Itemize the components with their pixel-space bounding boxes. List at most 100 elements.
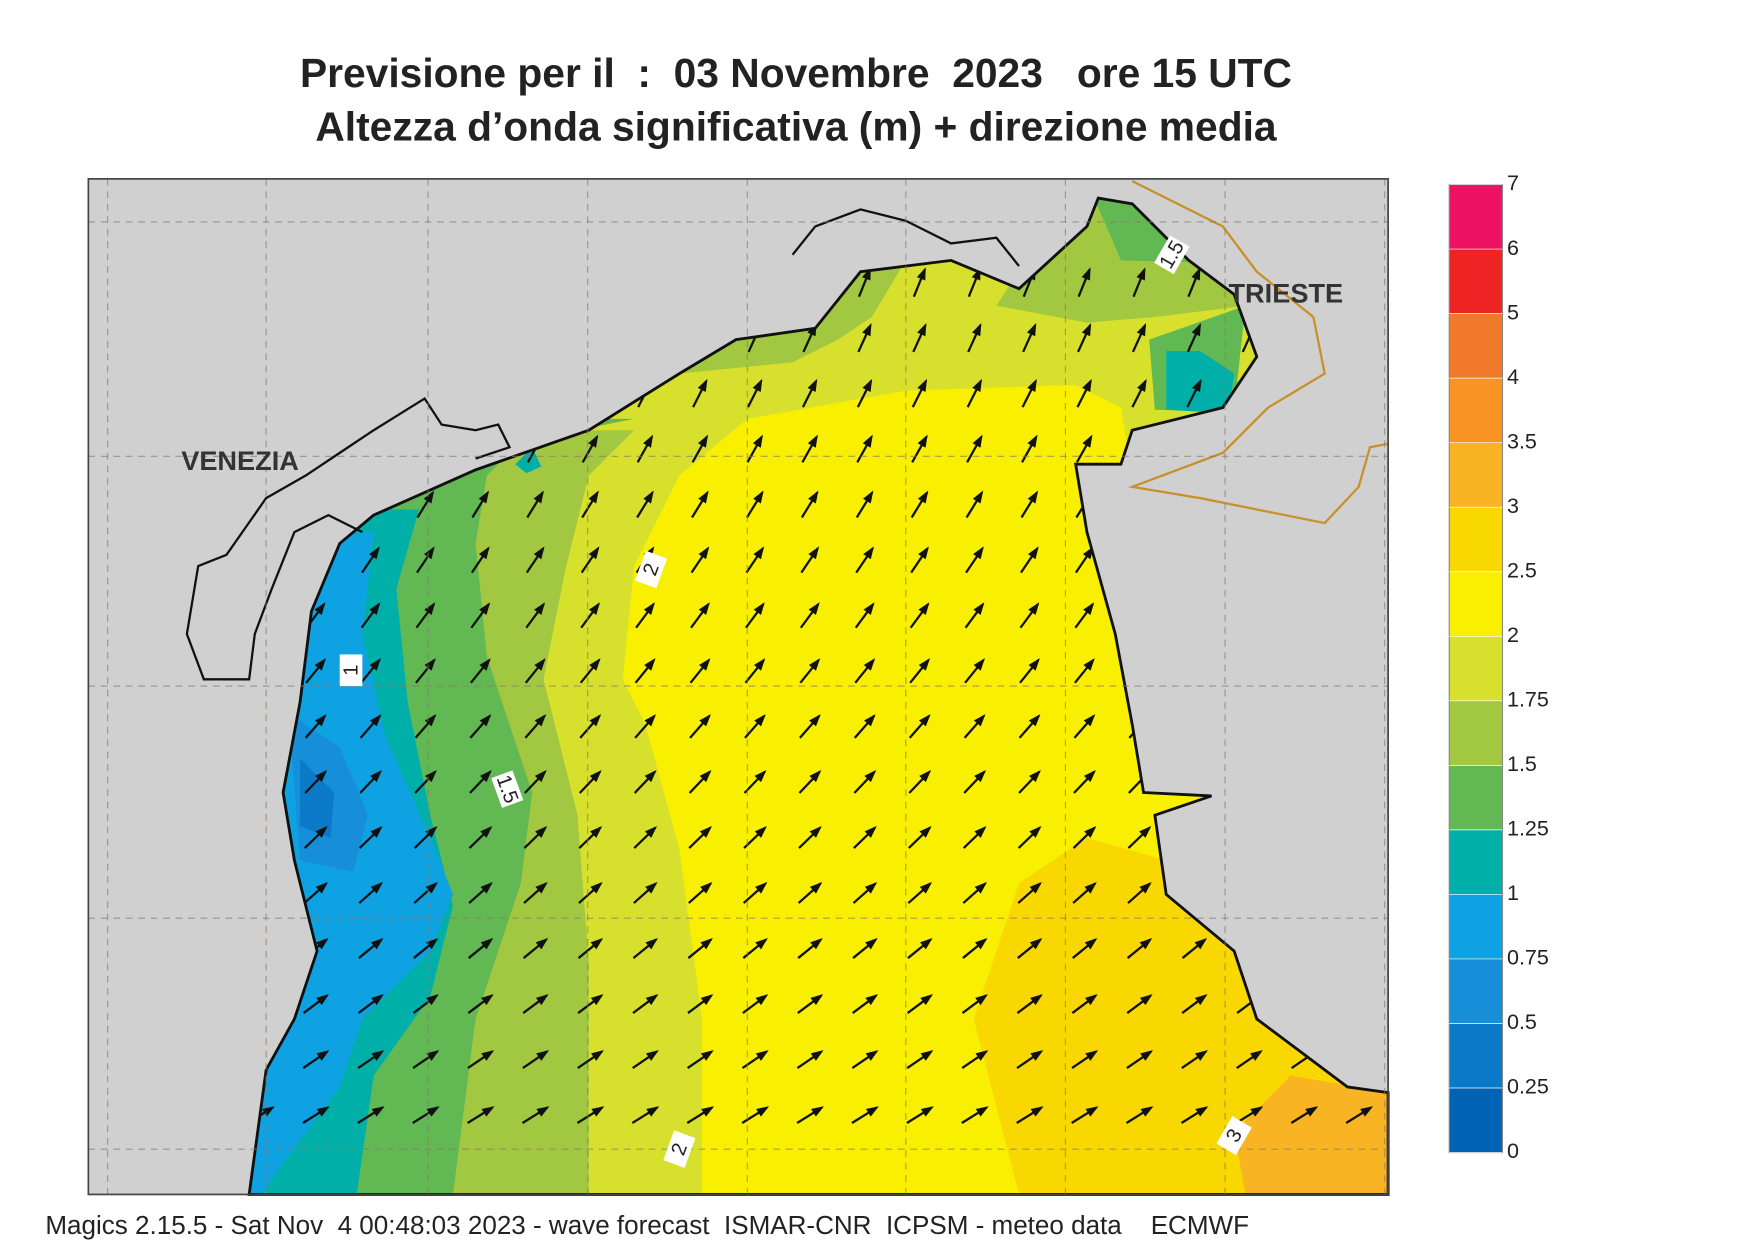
arrow-head xyxy=(753,602,765,615)
arrow-head xyxy=(371,1050,385,1061)
arrow-head xyxy=(752,434,763,448)
arrow-head xyxy=(315,770,328,783)
arrow-head xyxy=(480,826,493,838)
arrow-head xyxy=(644,658,656,671)
arrow-head xyxy=(975,1106,989,1117)
arrow-head xyxy=(1139,826,1152,838)
arrow-head xyxy=(807,378,818,392)
arrow-head xyxy=(644,826,658,838)
arrow-head xyxy=(588,546,600,560)
colorbar-segment xyxy=(1449,700,1503,766)
arrow-head xyxy=(316,938,329,950)
arrow-head xyxy=(1027,546,1039,560)
arrow-head xyxy=(643,434,654,448)
arrow-head xyxy=(370,770,383,783)
arrow-head xyxy=(1030,1106,1044,1117)
colorbar-segment xyxy=(1449,958,1503,1024)
arrow-head xyxy=(370,938,384,950)
colorbar-tick-label: 0.5 xyxy=(1507,1010,1537,1034)
arrow-head xyxy=(1085,1106,1099,1117)
arrow-head xyxy=(646,1050,659,1061)
colorbar-tick-label: 6 xyxy=(1507,236,1519,260)
border xyxy=(1127,180,1389,525)
arrow-head xyxy=(807,434,818,448)
arrow-head xyxy=(481,994,494,1006)
arrow-head xyxy=(863,602,875,615)
arrow-head xyxy=(698,546,710,560)
arrow-head xyxy=(1029,826,1042,838)
colorbar-tick-label: 0 xyxy=(1507,1139,1519,1163)
label-box xyxy=(663,1130,696,1168)
arrow-head xyxy=(424,658,436,671)
arrow-head xyxy=(643,602,655,615)
arrow-head xyxy=(700,994,714,1006)
colorbar-tick-label: 5 xyxy=(1507,300,1519,324)
arrow-head xyxy=(369,714,382,727)
arrow-head xyxy=(699,714,711,727)
colorbar-tick-label: 7 xyxy=(1507,171,1519,195)
arrow-head xyxy=(754,714,766,727)
arrow-head xyxy=(1136,323,1147,337)
arrow-head xyxy=(700,1050,714,1061)
arrow-head xyxy=(645,938,659,950)
arrow-head xyxy=(862,434,873,448)
arrow-head xyxy=(535,826,548,838)
arrow-head xyxy=(920,938,933,950)
arrow-head xyxy=(1082,378,1092,392)
arrow-head xyxy=(918,658,931,671)
arrow-head xyxy=(426,1050,440,1061)
arrow-head xyxy=(479,602,491,615)
arrow-head xyxy=(1250,1106,1264,1117)
arrow-head xyxy=(316,994,329,1006)
arrow-head xyxy=(425,938,439,950)
arrow-head xyxy=(808,490,819,504)
arrow-head xyxy=(918,714,931,727)
arrow-head xyxy=(589,770,602,783)
arrow-head xyxy=(314,602,326,615)
arrow-head xyxy=(809,770,822,783)
graticule xyxy=(88,178,1389,1195)
arrow-head xyxy=(700,882,713,894)
arrow-head xyxy=(917,434,928,448)
arrow-head xyxy=(918,602,930,615)
arrow-head xyxy=(314,658,327,671)
arrow-head xyxy=(1139,938,1153,950)
arrow-head xyxy=(1139,882,1152,894)
arrow-head xyxy=(478,546,490,560)
arrow-head xyxy=(755,1050,769,1061)
arrow-head xyxy=(863,658,876,671)
arrow-head xyxy=(920,1050,934,1061)
colorbar-tick-label: 3.5 xyxy=(1507,429,1537,453)
colorbar-segment xyxy=(1449,184,1503,250)
arrow-head xyxy=(535,938,549,950)
arrow-head xyxy=(426,1106,440,1117)
colorbar-segment xyxy=(1449,313,1503,379)
arrow-head xyxy=(974,770,987,783)
map-frame xyxy=(87,178,1389,1196)
arrow-head xyxy=(699,770,712,783)
arrow-head xyxy=(863,546,874,560)
arrow-head xyxy=(533,546,545,560)
arrow-head xyxy=(646,1106,660,1117)
band xyxy=(300,758,335,838)
arrow-head xyxy=(973,546,984,560)
arrow-head xyxy=(699,658,711,671)
arrow-head xyxy=(920,1106,934,1117)
arrow-head xyxy=(479,658,491,671)
arrow-head xyxy=(1081,267,1091,281)
arrow-head xyxy=(975,1050,989,1061)
arrow-head xyxy=(1085,1050,1099,1061)
arrow-head xyxy=(1030,1050,1044,1061)
arrow-head xyxy=(1083,714,1096,727)
arrow-head xyxy=(591,1050,604,1061)
band xyxy=(249,532,453,1195)
arrow-head xyxy=(754,826,767,838)
label-box xyxy=(635,550,668,589)
arrow-head xyxy=(919,826,932,838)
arrow-head xyxy=(810,938,823,950)
arrow-head xyxy=(590,882,603,894)
arrow-head xyxy=(371,994,384,1006)
arrow-head xyxy=(972,490,984,504)
arrow-head xyxy=(1140,1106,1154,1117)
